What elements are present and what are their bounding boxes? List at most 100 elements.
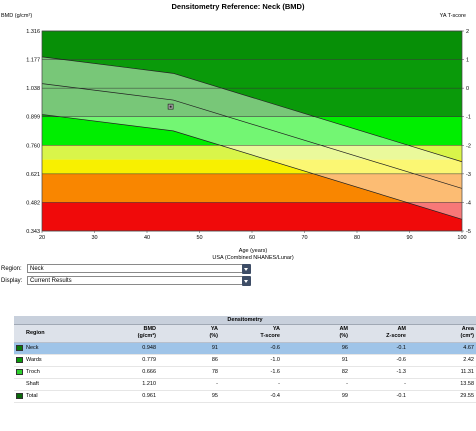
y-tick-label-5: 0.621 [26, 172, 40, 178]
cell-bmd: 0.779 [142, 357, 156, 363]
header-bmd: BMD [143, 326, 156, 332]
header-ya-unit: (%) [209, 333, 218, 339]
t-tick-label-1: 1 [466, 58, 469, 64]
display-select[interactable]: Current Results [27, 276, 244, 285]
cell-am-z: -0.1 [396, 345, 406, 351]
cell-ya-pct: 86 [211, 357, 218, 363]
cell-area: 13.58 [460, 381, 474, 387]
header-am: AM [339, 326, 348, 332]
t-tick-label-5: -3 [466, 172, 471, 178]
cell-am-z: -0.1 [396, 393, 406, 399]
t-tick-label-4: -2 [466, 143, 471, 149]
table-row[interactable]: Shaft 1.210 - - - - 13.58 [14, 379, 476, 391]
table-row[interactable]: Wards 0.779 86 -1.0 91 -0.6 2.42 [14, 355, 476, 367]
x-tick-label-0: 20 [39, 235, 45, 241]
header-region: Region [26, 330, 45, 336]
results-header: Region BMD (g/cm²) YA (%) YA T-score AM … [14, 325, 476, 343]
cell-ya-pct: 78 [211, 369, 218, 375]
cell-ya-pct: 95 [211, 393, 218, 399]
cell-bmd: 1.210 [142, 381, 156, 387]
y-tick-label-0: 1.316 [26, 29, 40, 35]
cell-area: 2.42 [463, 357, 474, 363]
cell-ya-t: -1.0 [270, 357, 280, 363]
cell-bmd: 0.666 [142, 369, 156, 375]
table-row[interactable]: Neck 0.948 91 -0.6 96 -0.1 4.67 [14, 343, 476, 355]
x-tick-label-1: 30 [91, 235, 97, 241]
x-tick-label-2: 40 [144, 235, 150, 241]
header-ya-t: YA [272, 326, 280, 332]
cell-region: Troch [26, 369, 40, 375]
results-title: Densitometry [14, 316, 476, 325]
cell-area: 29.55 [460, 393, 474, 399]
band-6 [42, 202, 462, 231]
cell-ya-t: -0.6 [270, 345, 280, 351]
cell-ya-t: - [278, 381, 280, 387]
x-tick-label-5: 70 [301, 235, 307, 241]
cell-ya-pct: - [216, 381, 218, 387]
cell-am-z: -0.6 [396, 357, 406, 363]
t-tick-label-2: 0 [466, 86, 469, 92]
patient-marker-dot [169, 105, 172, 108]
y-tick-label-7: 0.343 [26, 229, 40, 235]
y-tick-label-2: 1.038 [26, 86, 40, 92]
region-dropdown-button[interactable] [242, 264, 251, 274]
display-dropdown-button[interactable] [242, 276, 251, 286]
header-am-z: AM [397, 326, 406, 332]
table-row[interactable]: Troch 0.666 78 -1.6 82 -1.3 11.31 [14, 367, 476, 379]
t-tick-label-6: -4 [466, 200, 471, 206]
region-select[interactable]: Neck [27, 264, 244, 273]
region-label: Region: [1, 266, 22, 272]
x-tick-label-8: 100 [457, 235, 466, 241]
cell-region: Shaft [26, 381, 39, 387]
region-color-swatch [16, 345, 23, 351]
x-tick-label-7: 90 [406, 235, 412, 241]
header-area: Area [461, 326, 474, 332]
header-area-unit: (cm²) [460, 333, 474, 339]
cell-am-pct: 96 [341, 345, 348, 351]
header-am-unit: (%) [339, 333, 348, 339]
display-label: Display: [1, 278, 23, 284]
t-tick-label-7: -5 [466, 229, 471, 235]
cell-ya-t: -1.6 [270, 369, 280, 375]
cell-am-pct: 91 [341, 357, 348, 363]
right-axis-label: YA T-score [440, 13, 466, 19]
band-4 [42, 159, 462, 174]
cell-am-z: -1.3 [396, 369, 406, 375]
header-ya: YA [210, 326, 218, 332]
results-table: Densitometry Region BMD (g/cm²) YA (%) Y… [14, 316, 476, 403]
ref-upper-line [41, 56, 463, 163]
x-tick-label-6: 80 [354, 235, 360, 241]
y-tick-label-4: 0.760 [26, 143, 40, 149]
cell-am-pct: 82 [341, 369, 348, 375]
header-am-z-unit: Z-score [386, 333, 406, 339]
chart-title: Densitometry Reference: Neck (BMD) [172, 2, 305, 11]
cell-region: Total [26, 393, 38, 399]
ref-mean-line [41, 83, 463, 189]
cell-bmd: 0.961 [142, 393, 156, 399]
cell-am-pct: 99 [341, 393, 348, 399]
y-tick-label-3: 0.899 [26, 115, 40, 121]
region-color-swatch [16, 393, 23, 399]
cell-area: 4.67 [463, 345, 474, 351]
ref-lower-line [41, 114, 463, 220]
cell-ya-t: -0.4 [270, 393, 280, 399]
header-bmd-unit: (g/cm²) [137, 333, 156, 339]
cell-region: Wards [26, 357, 42, 363]
t-tick-label-3: -1 [466, 115, 471, 121]
table-row[interactable]: Total 0.961 95 -0.4 99 -0.1 29.55 [14, 391, 476, 403]
plot-area: 1.316 1.177 1.038 0.899 0.760 0.621 0.482 0.343… [26, 29, 471, 241]
x-axis-label: Age (years) [239, 248, 268, 254]
densitometry-chart: Densitometry Reference: Neck (BMD) BMD (… [1, 2, 471, 261]
cell-am-z: - [404, 381, 406, 387]
band-0 [42, 31, 462, 60]
cell-ya-pct: 91 [211, 345, 218, 351]
x-tick-label-3: 50 [196, 235, 202, 241]
y-axis-label: BMD (g/cm²) [1, 13, 32, 19]
cell-bmd: 0.948 [142, 345, 156, 351]
x-tick-label-4: 60 [249, 235, 255, 241]
cell-area: 11.31 [460, 369, 474, 375]
cell-region: Neck [26, 345, 39, 351]
cell-am-pct: - [346, 381, 348, 387]
header-ya-t-unit: T-score [260, 333, 280, 339]
region-color-swatch [16, 357, 23, 363]
